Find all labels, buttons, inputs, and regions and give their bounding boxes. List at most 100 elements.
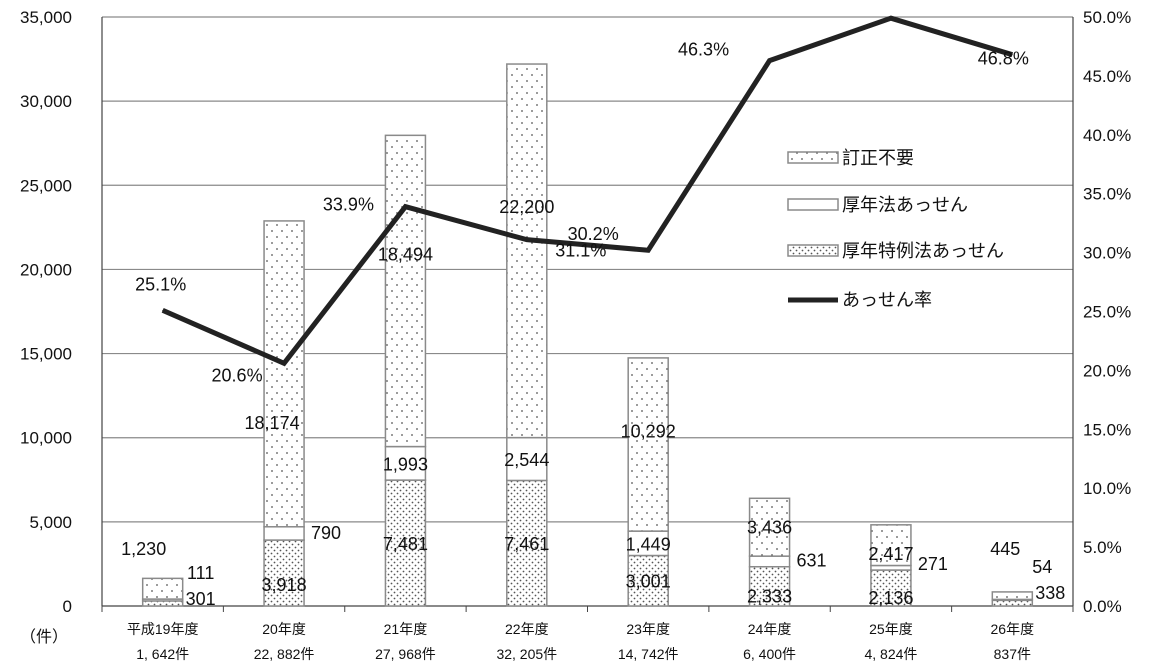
data-label: 2,136: [868, 588, 913, 608]
data-label: 631: [797, 551, 827, 571]
gridlines: [102, 16, 1073, 523]
axes: 0 5,000 10,000 15,000 20,000 25,000 30,000 35,0…: [20, 8, 1131, 662]
data-label: 1,993: [383, 454, 428, 474]
y2-tick-label: 0.0%: [1083, 597, 1122, 616]
data-label: 3,001: [626, 572, 671, 592]
data-label: 22,200: [499, 197, 554, 217]
x-total-label: 22, 882件: [254, 646, 315, 662]
data-label: 445: [990, 539, 1020, 559]
x-total-label: 6, 400件: [743, 646, 796, 662]
y2-tick-label: 15.0%: [1083, 420, 1131, 439]
rate-label: 30.2%: [568, 224, 619, 244]
bar-segment-kounenhou: [263, 526, 305, 541]
bar-segment-teisei-fuyou: [870, 524, 912, 567]
y2-tick-label: 25.0%: [1083, 303, 1131, 322]
x-total-label: 27, 968件: [375, 646, 436, 662]
rate-line: [161, 15, 1014, 367]
bar-segment-tokurei: [748, 565, 791, 607]
bars: [141, 63, 1034, 607]
rate-label: 49.9%: [854, 0, 905, 4]
data-label: 1,449: [626, 534, 671, 554]
bar-segment-tokurei: [991, 599, 1034, 607]
x-tick-label: 26年度: [991, 621, 1035, 637]
x-tick-label: 平成19年度: [127, 621, 199, 637]
x-tick-label: 20年度: [262, 621, 306, 637]
rate-label: 25.1%: [135, 274, 186, 294]
y-tick-label: 30,000: [20, 92, 72, 111]
x-tick-label: 23年度: [626, 621, 670, 637]
rate-label: 46.3%: [678, 40, 729, 60]
data-label: 301: [186, 589, 216, 609]
y2-tick-label: 5.0%: [1083, 538, 1122, 557]
y2-tick-label: 35.0%: [1083, 185, 1131, 204]
bar-segment-teisei-fuyou: [991, 591, 1034, 601]
bar-segment-teisei-fuyou: [263, 220, 305, 528]
legend-label: あっせん率: [842, 290, 932, 310]
rate-point: [1011, 54, 1013, 56]
bar-segment-tokurei: [141, 600, 184, 607]
x-total-label: 14, 742件: [618, 646, 679, 662]
bar-segment-teisei-fuyou: [141, 577, 184, 600]
data-label: 54: [1032, 557, 1052, 577]
y-tick-label: 35,000: [20, 8, 72, 27]
y-tick-label: 10,000: [20, 429, 72, 448]
data-label: 2,417: [868, 544, 913, 564]
legend-label: 訂正不要: [842, 148, 914, 168]
bar-segment-tokurei: [870, 569, 912, 607]
y-tick-label: 15,000: [20, 345, 72, 364]
data-label: 7,461: [504, 534, 549, 554]
data-label: 18,174: [245, 413, 300, 433]
y-tick-label: 0: [63, 597, 72, 616]
rate-point: [283, 362, 285, 364]
data-label: 271: [918, 554, 948, 574]
x-total-label: 837件: [994, 646, 1031, 662]
bar-segment-teisei-fuyou: [748, 497, 791, 557]
data-label: 10,292: [621, 422, 676, 442]
legend-swatch: [787, 151, 839, 164]
y2-tick-label: 20.0%: [1083, 361, 1131, 380]
rate-point: [162, 309, 164, 311]
rate-point: [769, 60, 771, 62]
x-tick-label: 21年度: [384, 621, 428, 637]
bar-segment-teisei-fuyou: [627, 357, 669, 532]
data-label: 3,918: [262, 575, 307, 595]
bar-segment-tokurei: [263, 539, 305, 607]
bar-segment-teisei-fuyou: [384, 134, 427, 448]
x-total-label: 1, 642件: [136, 646, 189, 662]
x-tick-label: 25年度: [869, 621, 913, 637]
rate-point: [647, 249, 649, 251]
y-tick-label: 20,000: [20, 260, 72, 279]
legend-swatch: [787, 198, 839, 211]
bar-segment-kounenhou: [748, 555, 791, 568]
legend-label: 厚年法あっせん: [842, 195, 968, 215]
data-label: 1,230: [121, 539, 166, 559]
bar-segment-teisei-fuyou: [506, 63, 548, 439]
y2-tick-label: 30.0%: [1083, 244, 1131, 263]
data-label: 2,333: [747, 586, 792, 606]
y-tick-label: 25,000: [20, 176, 72, 195]
rate-label: 31.1%: [555, 241, 606, 261]
x-tick-label: 22年度: [505, 621, 549, 637]
x-total-label: 32, 205件: [496, 646, 557, 662]
y2-tick-label: 40.0%: [1083, 126, 1131, 145]
data-label: 3,436: [747, 517, 792, 537]
data-label: 18,494: [378, 245, 433, 265]
rate-label: 46.8%: [978, 49, 1029, 69]
y2-tick-label: 50.0%: [1083, 8, 1131, 27]
rate-label: 20.6%: [212, 365, 263, 385]
rate-point: [526, 239, 528, 241]
data-label: 2,544: [504, 450, 549, 470]
data-label: 7,481: [383, 534, 428, 554]
data-labels: 301 111 1,230 3,918 790 18,174 7,481 1,993 18,49…: [121, 0, 1065, 609]
data-label: 790: [311, 523, 341, 543]
rate-label: 33.9%: [323, 195, 374, 215]
y-tick-label: 5,000: [29, 513, 72, 532]
x-total-label: 4, 824件: [864, 646, 917, 662]
rate-point: [890, 17, 892, 19]
bar-segment-tokurei: [384, 479, 427, 607]
data-label: 111: [187, 563, 214, 583]
bar-segment-kounenhou: [627, 530, 669, 557]
y2-tick-label: 10.0%: [1083, 479, 1131, 498]
rate-point: [404, 206, 406, 208]
